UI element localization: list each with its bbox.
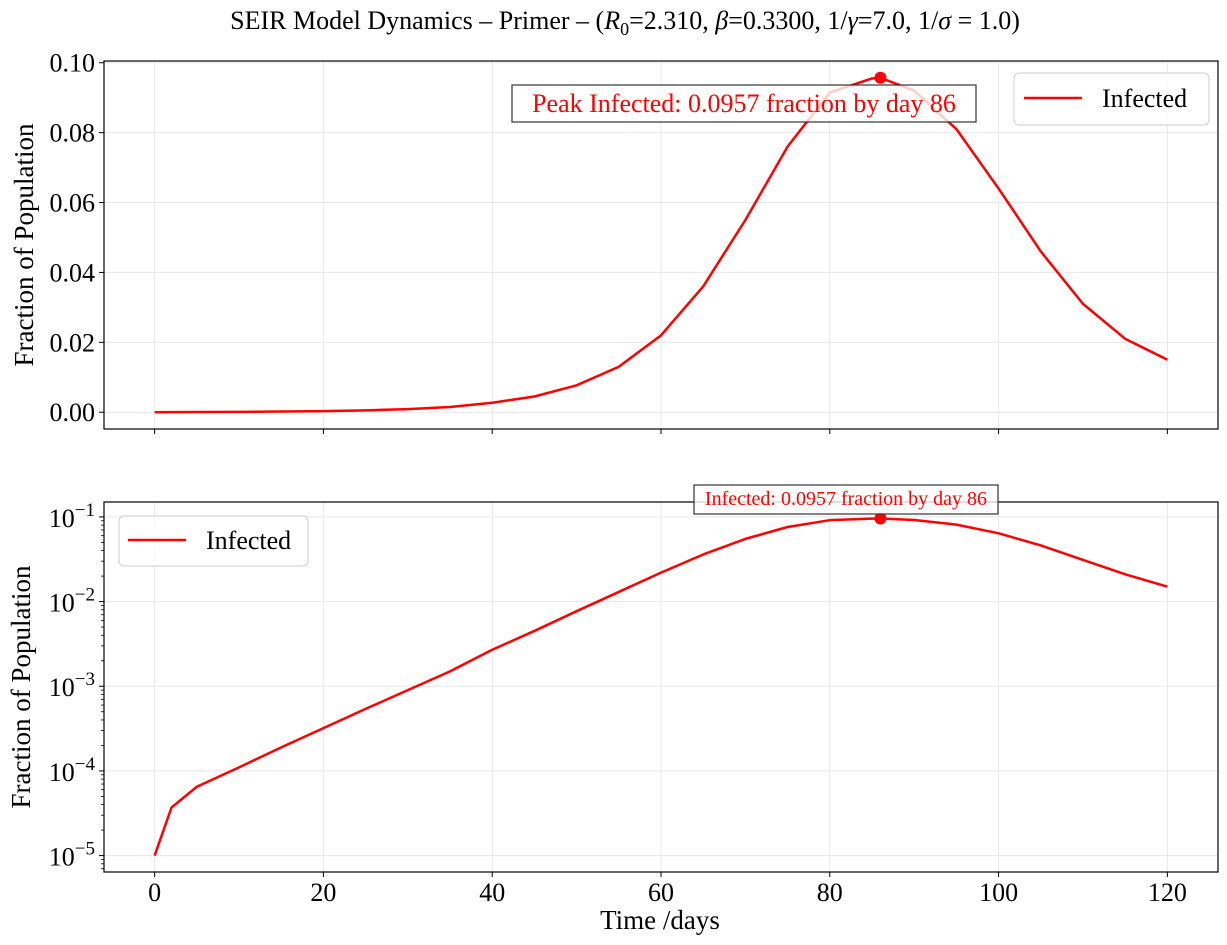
- top-annotation-box: [511, 84, 977, 123]
- bottom-annotation-text: Infected: 0.0957 fraction by day 86: [705, 488, 987, 510]
- bottom-peak-annotation: Infected: 0.0957 fraction by day 86: [693, 484, 999, 515]
- bottom-x-tick-label: 20: [310, 878, 336, 907]
- top-ticks: 0.00 0.02 0.04 0.06 0.08 0.10: [50, 49, 1168, 434]
- top-legend: Infected: [1013, 72, 1210, 126]
- top-y-tick-label: 0.00: [50, 398, 96, 427]
- bottom-peak-marker: [874, 512, 887, 525]
- top-y-axis-label: Fraction of Population: [9, 123, 39, 366]
- top-infected-line: [154, 76, 1168, 414]
- bottom-x-axis-label: Time /days: [600, 905, 720, 935]
- top-chart-panel: 0.00 0.02 0.04 0.06 0.08 0.10 Fraction of Pop…: [9, 49, 1219, 434]
- top-y-tick-label: 0.04: [50, 258, 96, 287]
- bottom-x-tick-label: 60: [648, 878, 674, 907]
- top-peak-marker: [874, 71, 887, 84]
- bottom-y-tick-label: 10−2: [49, 585, 95, 618]
- bottom-y-tick-label: 10−1: [49, 500, 95, 533]
- top-y-tick-label: 0.06: [50, 189, 96, 218]
- bottom-chart-panel: 0 20 40 60 80 100 120 10−5 10−4 10−3 10−2 10−1 Frac…: [6, 484, 1219, 935]
- bottom-y-tick-label: 10−3: [49, 669, 95, 702]
- bottom-infected-line: [153, 517, 1168, 857]
- bottom-y-tick-label: 10−5: [49, 839, 95, 872]
- bottom-y-axis-label: Fraction of Population: [6, 565, 36, 808]
- bottom-series-layer: [153, 512, 1168, 857]
- top-legend-box: [1013, 72, 1210, 126]
- top-series-layer: [154, 71, 1168, 414]
- figure-title: SEIR Model Dynamics – Primer – (R0=2.310…: [230, 6, 1020, 39]
- top-annotation-text: Peak Infected: 0.0957 fraction by day 86: [532, 89, 956, 118]
- bottom-x-tick-label: 120: [1148, 878, 1187, 907]
- bottom-legend: Infected: [118, 515, 309, 567]
- bottom-x-tick-label: 80: [817, 878, 843, 907]
- bottom-legend-label: Infected: [206, 526, 291, 555]
- bottom-x-tick-label: 0: [148, 878, 161, 907]
- top-y-tick-label: 0.10: [50, 49, 96, 78]
- bottom-y-tick-label: 10−4: [49, 754, 96, 787]
- top-legend-label: Infected: [1102, 84, 1187, 113]
- bottom-annotation-box: [693, 484, 999, 515]
- bottom-x-tick-label: 100: [979, 878, 1018, 907]
- bottom-ticks: 0 20 40 60 80 100 120 10−5 10−4 10−3 10−2 10−1: [49, 500, 1187, 907]
- bottom-legend-box: [118, 515, 309, 567]
- top-grid: [104, 61, 1218, 429]
- top-y-tick-label: 0.02: [50, 328, 96, 357]
- top-y-tick-label: 0.08: [50, 119, 96, 148]
- bottom-x-tick-label: 40: [479, 878, 505, 907]
- top-peak-annotation: Peak Infected: 0.0957 fraction by day 86: [511, 84, 977, 123]
- bottom-grid: [104, 502, 1218, 872]
